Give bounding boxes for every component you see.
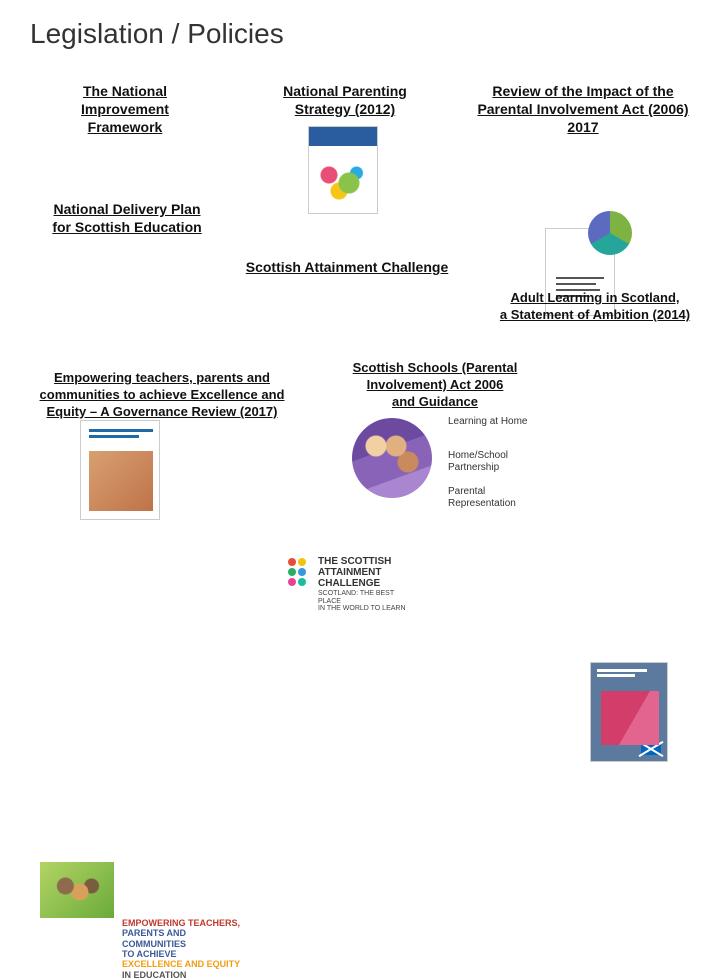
link-empowering-governance-review[interactable]: Empowering teachers, parents andcommunit… — [22, 370, 302, 421]
thumbnail-adult-learning — [590, 662, 668, 762]
link-national-improvement-framework[interactable]: The NationalImprovementFramework — [50, 82, 200, 137]
sac-logo-sub2: IN THE WORLD TO LEARN — [318, 605, 408, 613]
scotland-flag-icon — [641, 743, 661, 755]
logo-scottish-attainment-challenge: THE SCOTTISH ATTAINMENT CHALLENGE SCOTLA… — [288, 556, 408, 610]
empower-block-line2: PARENTS AND COMMUNITIES — [122, 928, 242, 949]
empower-block-line3: TO ACHIEVE — [122, 949, 242, 959]
thumbnail-empowering-textblock: EMPOWERING TEACHERS, PARENTS AND COMMUNI… — [122, 918, 242, 980]
sac-logo-line1: THE SCOTTISH — [318, 556, 391, 567]
empower-block-line5: IN EDUCATION — [122, 970, 242, 980]
link-national-delivery-plan[interactable]: National Delivery Planfor Scottish Educa… — [32, 200, 222, 236]
sac-logo-sub1: SCOTLAND: THE BEST PLACE — [318, 590, 408, 605]
slide-title: Legislation / Policies — [30, 18, 284, 50]
sac-logo-dots — [288, 558, 314, 584]
bullet-parental-representation: Parental Representation — [448, 486, 538, 510]
thumbnail-scottish-schools-photo — [352, 418, 432, 498]
link-scottish-attainment-challenge[interactable]: Scottish Attainment Challenge — [232, 258, 462, 276]
link-national-parenting-strategy[interactable]: National ParentingStrategy (2012) — [260, 82, 430, 118]
link-review-parental-involvement[interactable]: Review of the Impact of theParental Invo… — [468, 82, 698, 137]
thumbnail-national-delivery-plan — [80, 420, 160, 520]
link-adult-learning-scotland[interactable]: Adult Learning in Scotland,a Statement o… — [480, 290, 710, 324]
empower-block-line1: EMPOWERING TEACHERS, — [122, 918, 242, 928]
thumbnail-empowering-photo — [40, 862, 114, 918]
empower-block-line4: EXCELLENCE AND EQUITY — [122, 959, 242, 969]
bullet-learning-at-home: Learning at Home — [448, 416, 528, 428]
sac-logo-line2: ATTAINMENT — [318, 567, 391, 578]
link-scottish-schools-act[interactable]: Scottish Schools (ParentalInvolvement) A… — [330, 360, 540, 411]
sac-logo-sub: SCOTLAND: THE BEST PLACE IN THE WORLD TO… — [318, 590, 408, 613]
sac-logo-line3: CHALLENGE — [318, 578, 391, 589]
sac-logo-text: THE SCOTTISH ATTAINMENT CHALLENGE — [318, 556, 391, 589]
thumbnail-parenting-strategy — [308, 126, 378, 214]
bullet-home-school-partnership: Home/School Partnership — [448, 450, 538, 474]
